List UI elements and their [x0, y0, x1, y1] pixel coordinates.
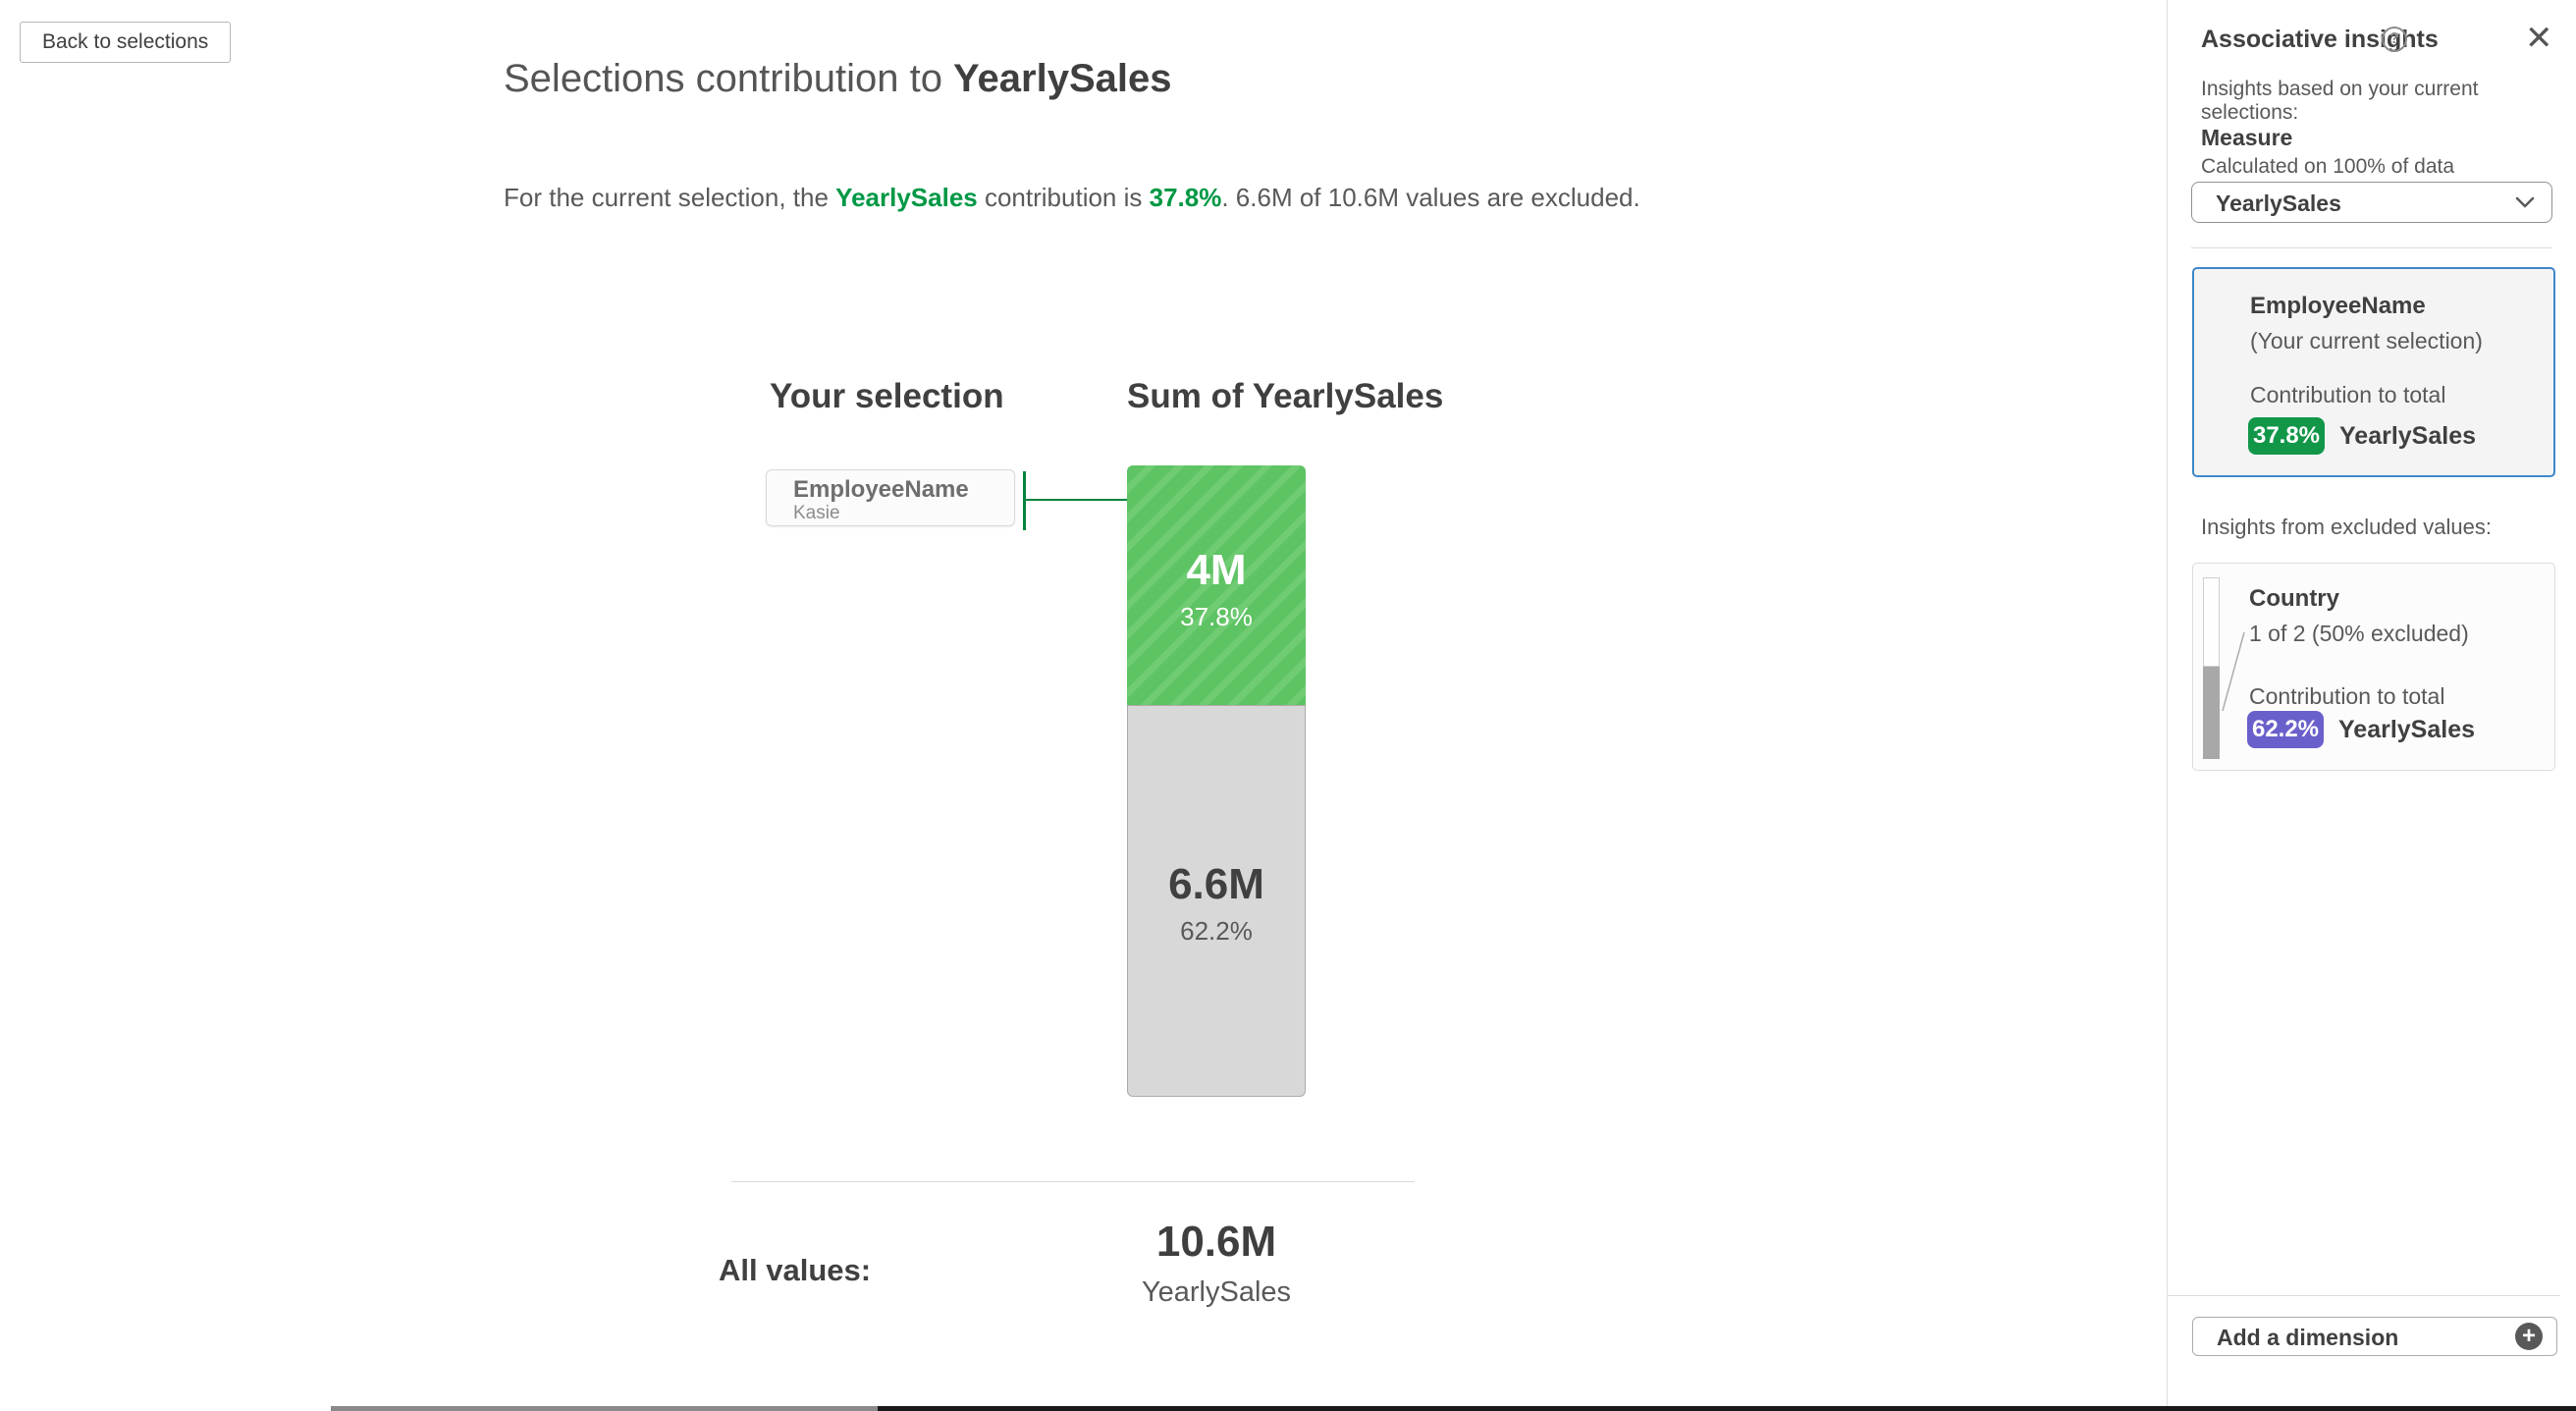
- measure-dropdown-value: YearlySales: [2216, 190, 2341, 216]
- bar-segment-excluded: 6.6M 62.2%: [1127, 705, 1306, 1097]
- total-measure-label: YearlySales: [1141, 1276, 1292, 1308]
- total-value: 10.6M: [1155, 1218, 1277, 1266]
- mini-bar-excluded-segment: [2203, 667, 2220, 759]
- panel-left-border: [2167, 0, 2168, 1411]
- card-contribution-label: Contribution to total: [2250, 382, 2446, 407]
- measure-calculation-note: Calculated on 100% of data: [2201, 155, 2455, 178]
- close-icon[interactable]: ✕: [2525, 20, 2553, 57]
- sum-of-yearlysales-heading: Sum of YearlySales: [1127, 377, 1444, 415]
- insight-card-employeename[interactable]: EmployeeName (Your current selection) Co…: [2192, 267, 2555, 477]
- summary-measure: YearlySales: [835, 183, 978, 212]
- add-dimension-label: Add a dimension: [2217, 1325, 2399, 1350]
- panel-subtitle: Insights based on your current selection…: [2201, 78, 2479, 124]
- insight-card-country[interactable]: Country 1 of 2 (50% excluded) Contributi…: [2192, 563, 2555, 771]
- connector-line-vertical: [1023, 471, 1026, 530]
- selected-value-label: 4M: [1186, 546, 1247, 594]
- card-selection-note: (Your current selection): [2250, 328, 2483, 353]
- measure-dropdown[interactable]: YearlySales: [2191, 182, 2552, 223]
- bar-segment-selected: 4M 37.8%: [1127, 465, 1306, 705]
- excluded-percent-label: 62.2%: [1180, 916, 1253, 946]
- card-dimension-name: EmployeeName: [2250, 293, 2426, 319]
- excluded-value-label: 6.6M: [1168, 860, 1264, 908]
- footer-divider: [731, 1181, 1415, 1182]
- summary-part: contribution is: [977, 183, 1150, 212]
- card-excluded-note: 1 of 2 (50% excluded): [2249, 621, 2469, 646]
- selected-percent-label: 37.8%: [1180, 602, 1253, 631]
- card-contribution-label: Contribution to total: [2249, 683, 2445, 709]
- card-dimension-name: Country: [2249, 585, 2339, 612]
- panel-divider: [2191, 247, 2552, 248]
- card-measure-name: YearlySales: [2339, 422, 2477, 450]
- contribution-percent-badge: 37.8%: [2248, 417, 2325, 455]
- contribution-percent-badge: 62.2%: [2247, 711, 2324, 748]
- selection-token-card: EmployeeName Kasie: [766, 469, 1015, 526]
- your-selection-heading: Your selection: [770, 377, 1004, 415]
- summary-part: . 6.6M of 10.6M values are excluded.: [1221, 183, 1640, 212]
- selection-field-name: EmployeeName: [793, 476, 969, 503]
- add-dimension-button[interactable]: Add a dimension +: [2192, 1317, 2557, 1356]
- panel-bottom-divider: [2168, 1295, 2560, 1296]
- back-to-selections-button[interactable]: Back to selections: [20, 22, 232, 63]
- summary-part: For the current selection, the: [504, 183, 836, 212]
- page-title-measure: YearlySales: [953, 57, 1172, 100]
- mini-bar-included-segment: [2203, 577, 2220, 667]
- annotation-leader-line: [2222, 631, 2245, 712]
- summary-percentage: 37.8%: [1149, 183, 1222, 212]
- plus-icon: +: [2515, 1323, 2543, 1350]
- measure-section-label: Measure: [2201, 125, 2293, 150]
- help-icon[interactable]: ?: [2382, 27, 2407, 52]
- contribution-summary-text: For the current selection, the YearlySal…: [504, 183, 1640, 213]
- bottom-edge-strip-gray: [331, 1406, 878, 1411]
- selection-field-value: Kasie: [793, 503, 840, 523]
- chevron-down-icon: [2515, 196, 2535, 208]
- excluded-insights-heading: Insights from excluded values:: [2201, 515, 2492, 539]
- connector-line-horizontal: [1026, 499, 1127, 501]
- page-title: Selections contribution to YearlySales: [504, 57, 1171, 101]
- all-values-label: All values:: [719, 1253, 872, 1287]
- card-measure-name: YearlySales: [2338, 716, 2476, 743]
- bottom-edge-strip-dark: [878, 1406, 2576, 1411]
- page-title-prefix: Selections contribution to: [504, 57, 954, 100]
